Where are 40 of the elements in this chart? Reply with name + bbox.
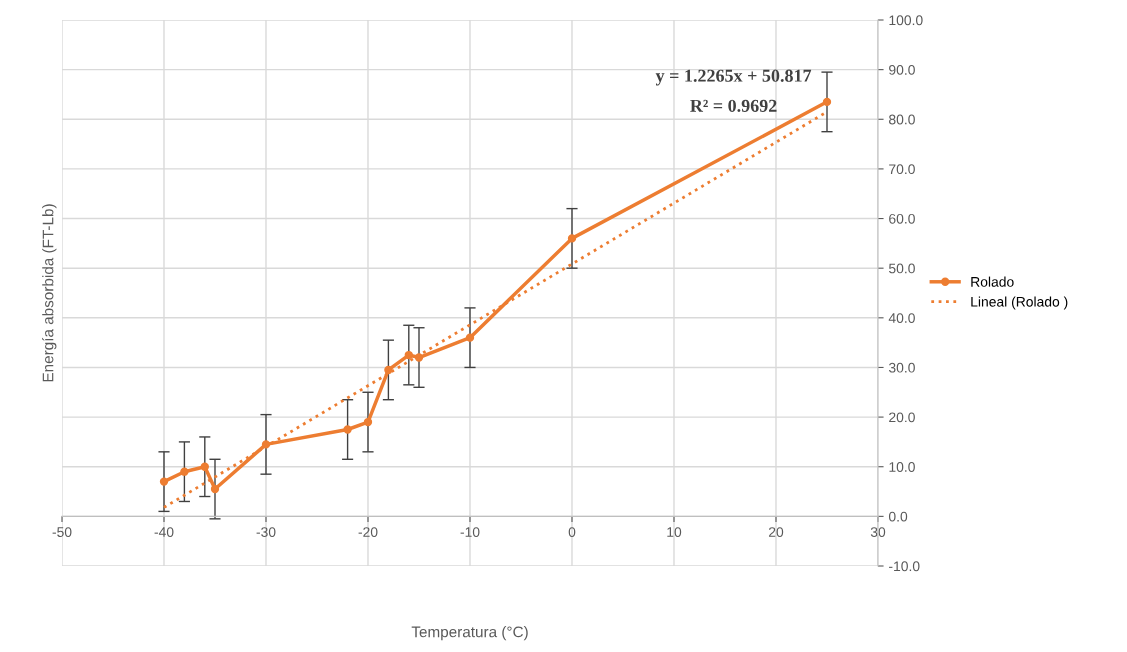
point	[210, 484, 220, 494]
point	[384, 365, 393, 375]
point	[363, 417, 373, 427]
x-tick-label: -30	[256, 527, 276, 537]
point	[159, 477, 169, 486]
annotation: R² = 0.9692	[690, 99, 777, 112]
point	[180, 467, 189, 476]
x-tick-label: 30	[870, 527, 886, 537]
y-tick-label: 60.0	[889, 213, 915, 224]
point	[822, 97, 832, 107]
annotation: y = 1.2265x + 50.817	[655, 69, 812, 86]
y-tick-label: 40.0	[888, 313, 915, 323]
x-tick-label: 20	[768, 527, 784, 537]
x-axis-title: Temperatura (°C)	[411, 626, 528, 641]
y-tick-label: 50.0	[888, 263, 915, 274]
y-tick-label: 70.0	[889, 164, 915, 175]
point	[404, 350, 413, 360]
y-tick-label: 80.0	[889, 114, 915, 125]
x-tick-label: 0	[568, 527, 576, 537]
point	[261, 440, 271, 449]
y-tick-label: 20.0	[889, 412, 915, 423]
y-tick-label: 100.0	[889, 15, 923, 26]
y-tick-label: -10.0	[889, 561, 920, 572]
x-tick-label: -50	[52, 527, 72, 537]
legend-label: Lineal (Rolado )	[971, 296, 1068, 310]
y-tick-label: 0.0	[888, 511, 908, 522]
y-tick-label: 30.0	[888, 362, 915, 373]
x-tick-label: -20	[358, 527, 378, 537]
point	[567, 234, 577, 243]
x-tick-label: 10	[667, 527, 682, 537]
point	[200, 462, 209, 471]
point	[343, 425, 352, 434]
legend-label: Rolado	[971, 276, 1014, 287]
point	[465, 333, 475, 342]
x-tick-label: -10	[460, 527, 480, 537]
x-tick-label: -40	[154, 527, 174, 537]
y-tick-label: 10.0	[889, 462, 915, 472]
point	[414, 353, 424, 362]
y-tick-label: 90.0	[889, 64, 915, 75]
y-axis-title: Energía absorbida (FT-Lb)	[42, 204, 57, 382]
